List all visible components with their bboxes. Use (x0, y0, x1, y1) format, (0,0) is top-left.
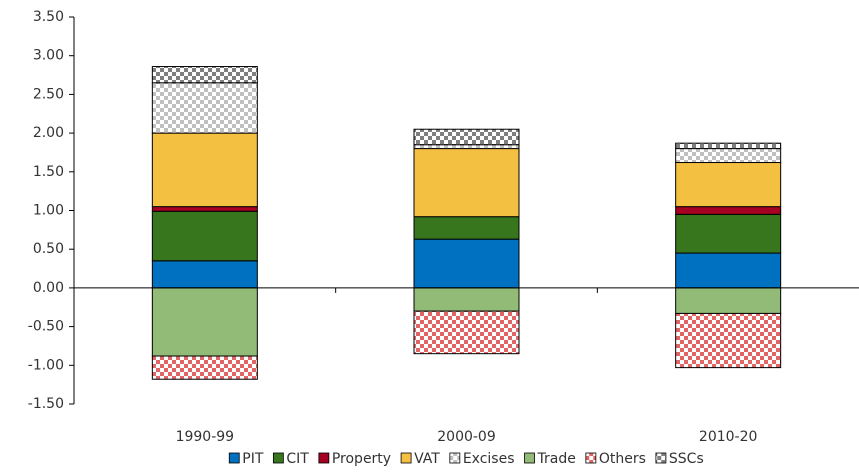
bar-segment (413, 310, 520, 355)
y-tick-label: 1.00 (33, 203, 64, 219)
bar-segment (151, 287, 258, 357)
legend-label: Trade (537, 451, 576, 467)
legend-swatch (228, 452, 240, 464)
bar-segment (675, 287, 782, 314)
bar-segment (675, 162, 782, 208)
legend-swatch (524, 452, 535, 464)
y-tick-label: 1.50 (33, 164, 64, 180)
bar-segment (675, 142, 782, 150)
y-tick-label: 3.50 (33, 9, 64, 25)
bar-segment (413, 128, 520, 146)
legend-swatch (449, 452, 461, 464)
y-tick-label: 0.50 (33, 241, 64, 257)
x-tick-label: 1990-99 (176, 429, 235, 445)
bar-segment (675, 252, 782, 289)
legend-label: VAT (414, 451, 440, 467)
bar-segment (151, 260, 258, 289)
y-tick-label: 0.00 (33, 280, 64, 296)
legend-label: SSCs (669, 451, 704, 467)
x-tick-label: 2010-20 (699, 429, 758, 445)
bar-segment (151, 355, 258, 380)
y-tick-label: -1.50 (28, 396, 64, 412)
legend-swatch (318, 452, 330, 464)
legend-label: Excises (463, 451, 515, 467)
legend-label: Others (599, 451, 646, 467)
bar-segment (413, 238, 520, 289)
bar-segment (413, 144, 520, 150)
bar-segment (675, 312, 782, 369)
bar-segment (675, 148, 782, 164)
y-tick-label: 3.00 (33, 48, 64, 64)
bar-segment (151, 210, 258, 262)
y-tick-label: -0.50 (28, 319, 64, 335)
legend-swatch (585, 452, 597, 464)
y-tick-label: 2.50 (33, 86, 64, 102)
legend-label: PIT (242, 451, 264, 467)
bar-segment (413, 287, 520, 312)
bar-segment (413, 216, 520, 240)
bar-segment (675, 206, 782, 215)
y-tick-label: -1.00 (28, 357, 64, 373)
x-tick-label: 2000-09 (437, 429, 496, 445)
legend: PIT CIT Property VAT Excises Trade Others SSCs (228, 451, 704, 467)
legend-swatch (655, 452, 667, 464)
bar-segment (413, 148, 520, 218)
legend-label: CIT (286, 451, 309, 467)
legend-label: Property (332, 451, 391, 467)
legend-swatch (272, 452, 284, 464)
bar-segment (151, 132, 258, 208)
bar-segment (151, 66, 258, 84)
legend-swatch (400, 452, 412, 464)
bar-segment (151, 206, 258, 212)
bar-segment (151, 82, 258, 134)
bar-segment (675, 213, 782, 254)
y-tick-label: 2.00 (33, 125, 64, 141)
